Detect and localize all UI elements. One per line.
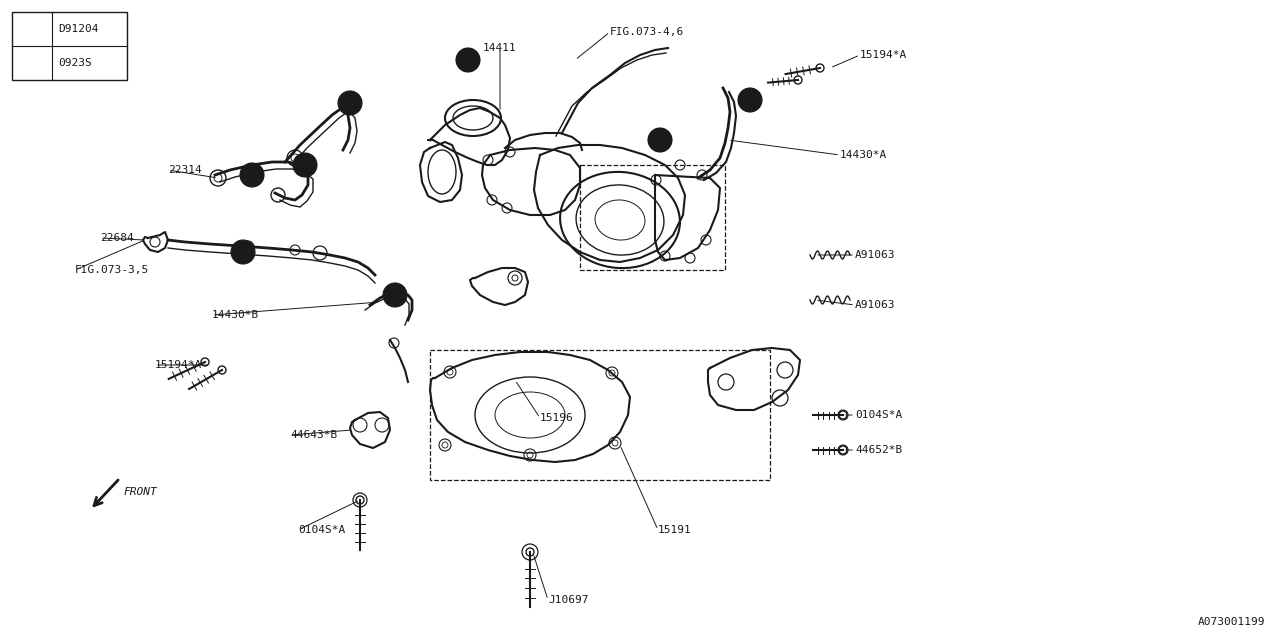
Circle shape	[383, 283, 407, 307]
Text: FRONT: FRONT	[123, 487, 156, 497]
Text: 2: 2	[302, 160, 308, 170]
Text: 14411: 14411	[483, 43, 517, 53]
Circle shape	[338, 91, 362, 115]
Text: 15194*A: 15194*A	[155, 360, 202, 370]
Circle shape	[293, 153, 317, 177]
Circle shape	[20, 52, 44, 74]
Text: D91204: D91204	[58, 24, 99, 34]
Text: 0923S: 0923S	[58, 58, 92, 68]
Text: 22314: 22314	[168, 165, 202, 175]
Text: 0104S*A: 0104S*A	[855, 410, 902, 420]
Circle shape	[230, 240, 255, 264]
Circle shape	[456, 48, 480, 72]
Text: A91063: A91063	[855, 300, 896, 310]
Text: A91063: A91063	[855, 250, 896, 260]
Text: 2: 2	[250, 170, 255, 180]
Text: 44652*B: 44652*B	[855, 445, 902, 455]
Text: 2: 2	[29, 58, 35, 68]
Text: 14430*A: 14430*A	[840, 150, 887, 160]
Text: A073001199: A073001199	[1198, 617, 1265, 627]
Text: FIG.073-3,5: FIG.073-3,5	[76, 265, 150, 275]
Circle shape	[648, 128, 672, 152]
Text: FIG.073-4,6: FIG.073-4,6	[611, 27, 685, 37]
Text: 14430*B: 14430*B	[212, 310, 260, 320]
Circle shape	[20, 18, 44, 40]
Text: 2: 2	[241, 247, 246, 257]
Text: 44643*B: 44643*B	[291, 430, 337, 440]
Bar	[430, 350, 771, 480]
Text: 15194*A: 15194*A	[860, 50, 908, 60]
Text: 0104S*A: 0104S*A	[298, 525, 346, 535]
Bar	[12, 12, 127, 80]
Text: 2: 2	[347, 98, 353, 108]
Text: 1: 1	[392, 290, 398, 300]
Text: 22684: 22684	[100, 233, 133, 243]
Bar	[580, 165, 724, 270]
Text: J10697: J10697	[548, 595, 589, 605]
Text: 1: 1	[748, 95, 753, 105]
Text: 1: 1	[29, 24, 35, 34]
Text: 15191: 15191	[658, 525, 691, 535]
Circle shape	[739, 88, 762, 112]
Text: 1: 1	[657, 135, 663, 145]
Circle shape	[241, 163, 264, 187]
Text: 15196: 15196	[540, 413, 573, 423]
Text: 2: 2	[465, 55, 471, 65]
